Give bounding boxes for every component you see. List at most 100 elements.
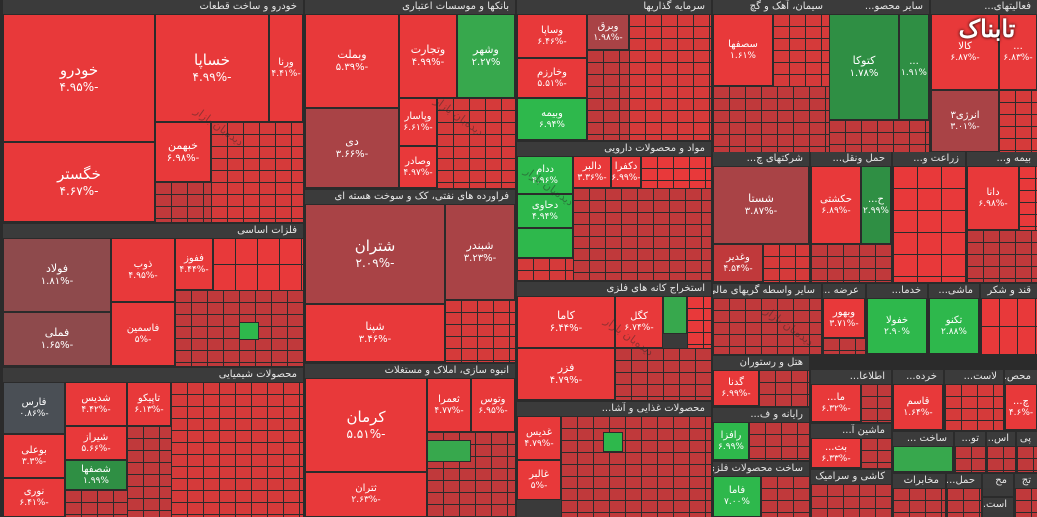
- tile-bt-dot[interactable]: بت... -۶.۳۳%: [811, 438, 861, 468]
- tile-fvld[interactable]: فولاد -۱.۸۱%: [3, 238, 111, 312]
- tile-vpasar[interactable]: وپاسار -۶.۶۱%: [399, 98, 437, 146]
- tile-vtos[interactable]: وتوس -۶.۹۵%: [471, 378, 515, 432]
- tile-gdna[interactable]: گدنا -۶.۹۹%: [713, 370, 759, 406]
- tile-shsfha[interactable]: شصفها ۱.۹۹%: [65, 460, 127, 490]
- small-tiles: [749, 422, 809, 460]
- tile-fama[interactable]: فاما ۷.۰۰%: [713, 476, 761, 517]
- tile-nori[interactable]: نوری -۶.۴۱%: [3, 478, 65, 517]
- tile-hkshti[interactable]: حکشتی -۶.۸۹%: [811, 166, 861, 244]
- tile-vkharzm[interactable]: وخارزم -۵.۵۱%: [517, 58, 587, 98]
- tile-ktkvta[interactable]: کتوکا ۱.۷۸%: [829, 14, 899, 120]
- change: -۳.۲۳%: [463, 253, 497, 264]
- tile-ch-dot[interactable]: چ... -۴.۶%: [1005, 384, 1037, 430]
- tile-vtjrt[interactable]: وتجارت -۴.۹۹%: [399, 14, 457, 98]
- tile-fasmin[interactable]: فاسمین -۵%: [111, 302, 175, 366]
- sector-sugar: قند و شکر: [981, 284, 1037, 354]
- small-tiles: [561, 416, 711, 517]
- sector-title: ماشی...: [929, 284, 979, 298]
- tile-gdis[interactable]: غدیس -۴.۷۹%: [517, 416, 561, 460]
- tile-shbndr[interactable]: شبندر -۳.۲۳%: [445, 204, 515, 300]
- tile-vsapa[interactable]: وساپا -۶.۴۶%: [517, 14, 587, 58]
- tile-fzr[interactable]: فزر -۴.۷۹%: [517, 348, 615, 400]
- tile-kgl[interactable]: کگل -۶.۷۴%: [615, 296, 663, 348]
- tile-vbrq[interactable]: وبرق -۱.۹۸%: [587, 14, 629, 50]
- tile-rafza[interactable]: رافزا ۶.۹۹%: [713, 422, 749, 460]
- ticker: وغدیر: [726, 251, 750, 263]
- small-tiles: [763, 244, 809, 282]
- tile-vghdir[interactable]: وغدیر -۴.۵۴%: [713, 244, 763, 282]
- tile-green-small[interactable]: [517, 228, 573, 258]
- tile-kala[interactable]: کالا -۶.۸۷%: [931, 14, 999, 90]
- tile-ddam[interactable]: ددام ۴.۹۶%: [517, 156, 573, 194]
- tile-dalbr[interactable]: دالبر -۳.۳۶%: [573, 156, 611, 188]
- tile-vrna[interactable]: ورنا -۴.۴۱%: [269, 14, 303, 122]
- tile-boali[interactable]: بوعلی -۳.۳%: [3, 434, 65, 478]
- tile-qasm[interactable]: قاسم -۱.۶۴%: [893, 384, 943, 430]
- tile-khsapa[interactable]: خساپا -۴.۹۹%: [155, 14, 269, 122]
- tile-tapiko[interactable]: تاپیکو -۶.۱۳%: [127, 382, 171, 426]
- tile-sfha[interactable]: سصفها ۱.۶۱%: [713, 14, 773, 86]
- tile-dana[interactable]: دانا -۶.۹۸%: [967, 166, 1019, 230]
- tile-dtavi[interactable]: دحاوی ۴.۹۴%: [517, 194, 573, 228]
- ticker: تاپیکو: [137, 392, 161, 404]
- tile-kama[interactable]: کاما -۶.۴۴%: [517, 296, 615, 348]
- small-tiles: [629, 14, 711, 140]
- change: -۴.۷۹%: [524, 438, 554, 449]
- small-tiles: [437, 98, 515, 188]
- sector-title: تو...: [955, 432, 985, 446]
- tile-khbahman[interactable]: خبهمن -۶.۹۸%: [155, 122, 211, 182]
- small-tiles: [823, 338, 865, 354]
- brand-logo: تابناک: [937, 0, 1037, 56]
- tile-vsadr[interactable]: وصادر -۴.۹۷%: [399, 146, 437, 188]
- tile-fmli[interactable]: فملی -۱.۶۵%: [3, 312, 111, 366]
- tile-ffvz[interactable]: ففوز -۴.۴۴%: [175, 238, 213, 290]
- tile-green-small[interactable]: [239, 322, 259, 340]
- small-tiles: [945, 384, 1003, 430]
- ticker: دکفرا: [614, 160, 638, 172]
- small-tiles: [773, 14, 829, 86]
- sector-title: شرکتهای چ...: [713, 152, 809, 166]
- tile-vbime[interactable]: وبیمه ۶.۹۴%: [517, 98, 587, 140]
- tile-vbmlt[interactable]: وبملت -۵.۳۹%: [305, 14, 399, 108]
- tile-green-small[interactable]: [603, 432, 623, 452]
- tile-khgostar[interactable]: خگستر -۴.۶۷%: [3, 142, 155, 222]
- tile-khodro[interactable]: خودرو -۴.۹۵%: [3, 14, 155, 142]
- tile-green-small[interactable]: [663, 296, 687, 334]
- tile-shsta[interactable]: شستا -۳.۸۷%: [713, 166, 809, 244]
- tile-di[interactable]: دی -۳.۶۶%: [305, 108, 399, 188]
- tile-krman[interactable]: کرمان -۵.۵۱%: [305, 378, 427, 472]
- change: -۲.۶۳%: [351, 495, 381, 505]
- tile-ma-dot[interactable]: ما... -۶.۳۲%: [811, 384, 861, 422]
- ticker: انرژی۳: [950, 109, 980, 121]
- tile-h-dot[interactable]: ح... ۲.۹۹%: [861, 166, 891, 244]
- tile-shtran[interactable]: شتران -۲.۰۹%: [305, 204, 445, 304]
- tile-shiraz[interactable]: شیراز -۵.۶۶%: [65, 426, 127, 460]
- tile-s-k1[interactable]: ... ۱.۹۱%: [899, 14, 929, 120]
- sector-title: محصولات غذایی و آشا...: [517, 402, 711, 416]
- change: ۲.۸۸%: [941, 326, 967, 337]
- tile-tkno[interactable]: تکنو ۲.۸۸%: [929, 298, 979, 354]
- tile-vshhr[interactable]: وشهر ۲.۲۷%: [457, 14, 515, 98]
- change: -۴.۵۴%: [723, 263, 753, 274]
- tile-strn[interactable]: ثتران -۲.۶۳%: [305, 472, 427, 517]
- change: -۴.۹۹%: [192, 70, 232, 84]
- tile-khfvla[interactable]: خفولا ۲.۹۰%: [867, 298, 927, 354]
- tile-green-small[interactable]: [427, 440, 471, 462]
- sector-title: بانکها و موسسات اعتباری: [305, 0, 515, 14]
- ticker: وپاسار: [404, 110, 432, 122]
- tile-anrzhi3[interactable]: انرژی۳ -۳.۰۱%: [931, 90, 999, 152]
- ticker: ما...: [827, 391, 845, 403]
- tile-dkfra[interactable]: دکفرا -۶.۹۹%: [611, 156, 641, 188]
- ticker: دحاوی: [531, 199, 559, 211]
- tile-shpna[interactable]: شپنا -۳.۴۶%: [305, 304, 445, 362]
- tile-ghalbr[interactable]: غالبر -۵%: [517, 460, 561, 500]
- tile-shdis[interactable]: شدیس -۴.۴۲%: [65, 382, 127, 426]
- small-tiles: [65, 490, 127, 517]
- tile-timra[interactable]: ثعمرا -۴.۷۷%: [427, 378, 471, 432]
- tile-green-small[interactable]: [893, 446, 953, 472]
- ticker: شصفها: [81, 463, 111, 475]
- tile-vbhvr[interactable]: وبهور -۳.۷۱%: [823, 298, 865, 338]
- sector-multi: شرکتهای چ... شستا -۳.۸۷% وغدیر -۴.۵۴%: [713, 152, 809, 282]
- tile-zob[interactable]: ذوب -۴.۹۵%: [111, 238, 175, 302]
- tile-fars[interactable]: فارس -۰.۸۶%: [3, 382, 65, 434]
